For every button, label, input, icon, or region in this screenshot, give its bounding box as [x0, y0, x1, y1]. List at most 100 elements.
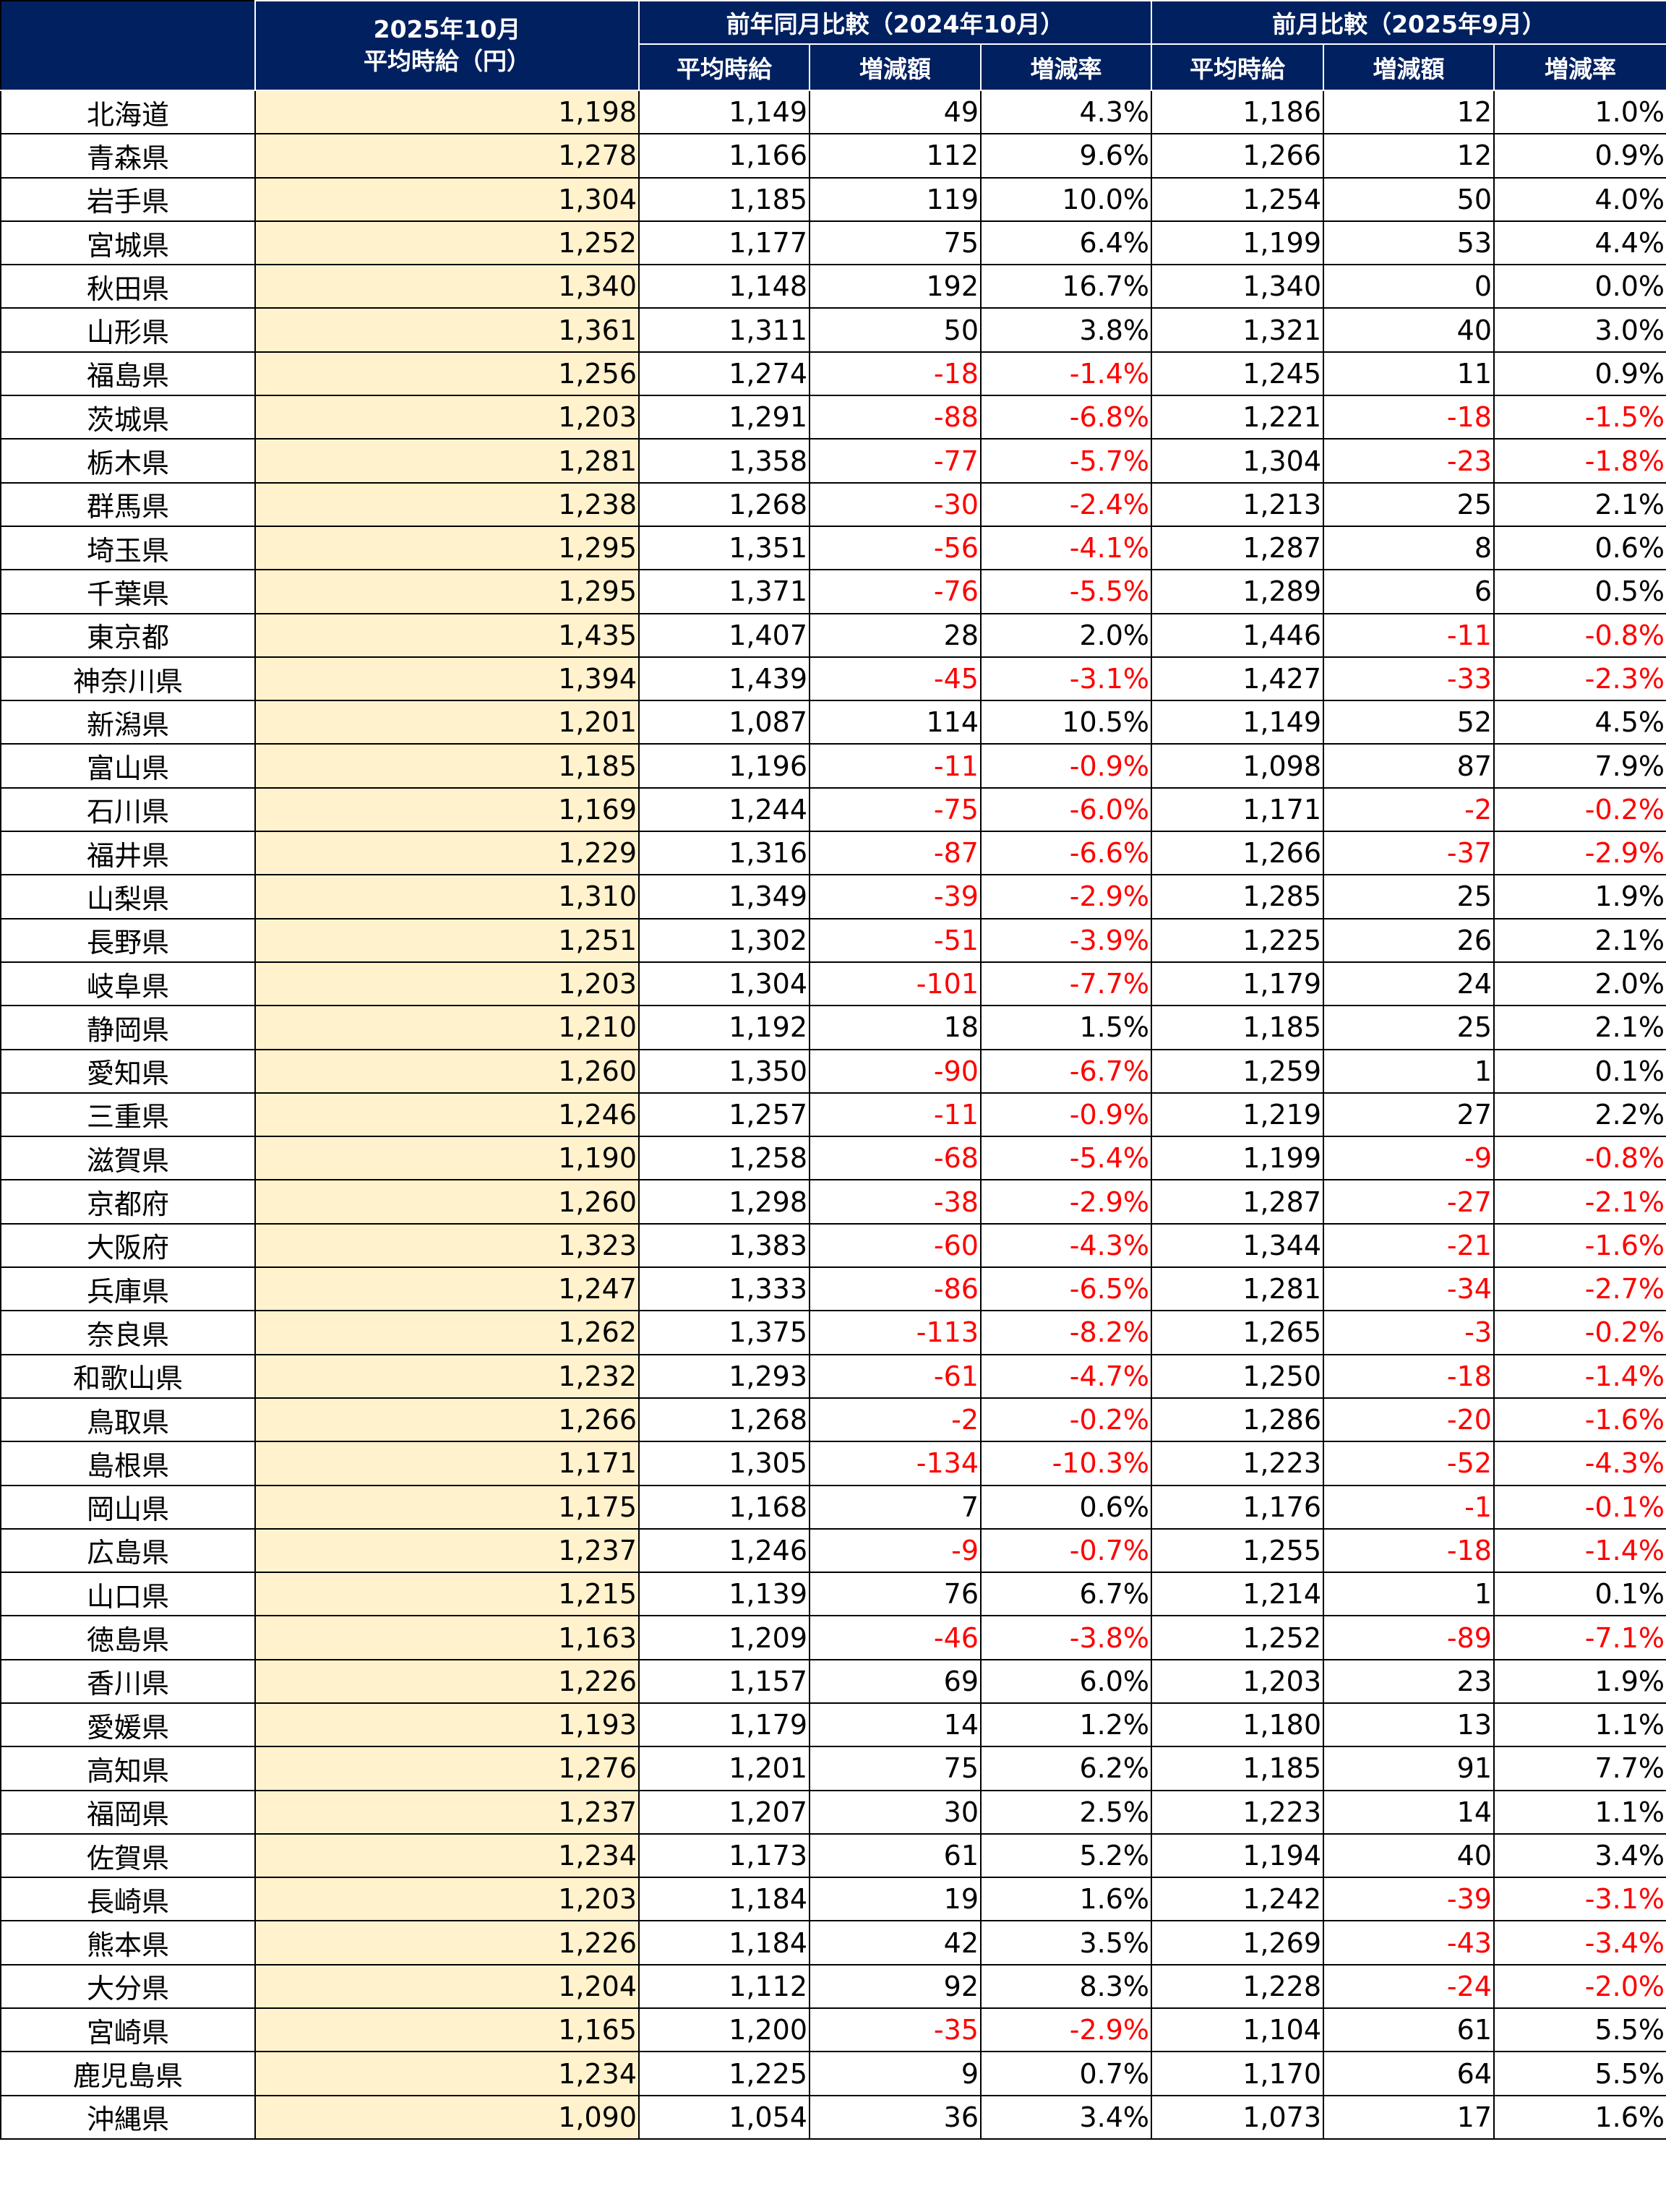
cell-yoy-rate: -6.7%	[980, 1048, 1152, 1094]
cell-mom-avg: 1,199	[1151, 1136, 1324, 1181]
cell-mom-avg: 1,266	[1151, 133, 1324, 179]
cell-yoy-diff: 50	[809, 307, 982, 353]
cell-mom-rate: 4.4%	[1493, 220, 1666, 266]
cell-mom-rate: -0.2%	[1493, 1310, 1666, 1355]
header-current-line1: 2025年10月	[373, 15, 521, 43]
cell-mom-rate: 1.6%	[1493, 2094, 1666, 2140]
cell-mom-avg: 1,180	[1151, 1702, 1324, 1748]
cell-yoy-diff: 112	[809, 133, 982, 179]
cell-current-wage: 1,361	[254, 307, 640, 353]
cell-prefecture: 滋賀県	[0, 1136, 256, 1181]
cell-current-wage: 1,340	[254, 264, 640, 309]
table-row: 三重県 1,246 1,257 -11 -0.9% 1,219 27 2.2%	[0, 1092, 1666, 1138]
cell-current-wage: 1,266	[254, 1397, 640, 1443]
cell-prefecture: 愛媛県	[0, 1702, 256, 1748]
cell-yoy-rate: 4.3%	[980, 89, 1152, 135]
cell-yoy-avg: 1,179	[638, 1702, 810, 1748]
cell-yoy-diff: 76	[809, 1572, 982, 1617]
cell-mom-avg: 1,228	[1151, 1963, 1324, 2010]
cell-yoy-avg: 1,383	[638, 1222, 810, 1269]
cell-current-wage: 1,310	[254, 874, 640, 919]
header-yoy-rate: 増減率	[980, 43, 1152, 91]
cell-yoy-rate: -4.1%	[980, 525, 1152, 571]
cell-yoy-diff: -45	[809, 656, 982, 702]
cell-current-wage: 1,260	[254, 1179, 640, 1225]
cell-mom-rate: -1.5%	[1493, 395, 1666, 440]
cell-yoy-diff: -60	[809, 1222, 982, 1269]
cell-yoy-diff: 7	[809, 1484, 982, 1530]
cell-mom-diff: 25	[1323, 1005, 1495, 1050]
cell-current-wage: 1,203	[254, 961, 640, 1007]
cell-yoy-rate: 3.5%	[980, 1920, 1152, 1965]
cell-mom-avg: 1,344	[1151, 1222, 1324, 1269]
cell-current-wage: 1,237	[254, 1527, 640, 1574]
cell-yoy-diff: 19	[809, 1877, 982, 1922]
cell-mom-avg: 1,213	[1151, 481, 1324, 527]
cell-yoy-diff: -35	[809, 2007, 982, 2053]
cell-mom-diff: -43	[1323, 1920, 1495, 1965]
cell-prefecture: 山口県	[0, 1572, 256, 1617]
cell-yoy-rate: -4.7%	[980, 1353, 1152, 1399]
cell-current-wage: 1,193	[254, 1702, 640, 1748]
cell-current-wage: 1,295	[254, 569, 640, 614]
cell-mom-rate: 0.1%	[1493, 1572, 1666, 1617]
table-row: 千葉県 1,295 1,371 -76 -5.5% 1,289 6 0.5%	[0, 569, 1666, 614]
cell-mom-diff: -23	[1323, 438, 1495, 484]
table-row: 滋賀県 1,190 1,258 -68 -5.4% 1,199 -9 -0.8%	[0, 1136, 1666, 1181]
cell-prefecture: 宮崎県	[0, 2007, 256, 2053]
cell-yoy-rate: -0.2%	[980, 1397, 1152, 1443]
cell-yoy-diff: -61	[809, 1353, 982, 1399]
cell-mom-avg: 1,259	[1151, 1048, 1324, 1094]
header-mom-rate: 増減率	[1493, 43, 1666, 91]
cell-mom-rate: 1.1%	[1493, 1789, 1666, 1835]
cell-mom-avg: 1,287	[1151, 525, 1324, 571]
header-yoy-diff: 増減額	[809, 43, 982, 91]
cell-mom-rate: -4.3%	[1493, 1441, 1666, 1486]
cell-mom-rate: 7.7%	[1493, 1746, 1666, 1791]
cell-mom-avg: 1,098	[1151, 743, 1324, 789]
cell-prefecture: 神奈川県	[0, 656, 256, 702]
cell-mom-avg: 1,245	[1151, 351, 1324, 397]
cell-mom-avg: 1,287	[1151, 1179, 1324, 1225]
cell-yoy-rate: 6.2%	[980, 1746, 1152, 1791]
cell-mom-diff: -37	[1323, 831, 1495, 876]
cell-mom-avg: 1,223	[1151, 1441, 1324, 1486]
cell-yoy-rate: -3.9%	[980, 917, 1152, 963]
cell-yoy-rate: 9.6%	[980, 133, 1152, 179]
cell-mom-rate: -0.2%	[1493, 786, 1666, 833]
cell-prefecture: 石川県	[0, 786, 256, 833]
cell-prefecture: 京都府	[0, 1179, 256, 1225]
cell-mom-avg: 1,219	[1151, 1092, 1324, 1138]
header-current-line2: 平均時給（円）	[364, 47, 531, 75]
cell-mom-avg: 1,171	[1151, 786, 1324, 833]
cell-current-wage: 1,226	[254, 1920, 640, 1965]
cell-prefecture: 沖縄県	[0, 2094, 256, 2140]
cell-mom-rate: 4.5%	[1493, 700, 1666, 745]
cell-yoy-rate: -2.9%	[980, 874, 1152, 919]
cell-mom-diff: 6	[1323, 569, 1495, 614]
cell-yoy-avg: 1,246	[638, 1527, 810, 1574]
cell-yoy-diff: 14	[809, 1702, 982, 1748]
table-row: 和歌山県 1,232 1,293 -61 -4.7% 1,250 -18 -1.4%	[0, 1353, 1666, 1399]
cell-mom-diff: 40	[1323, 307, 1495, 353]
cell-mom-diff: 26	[1323, 917, 1495, 963]
cell-mom-rate: 2.1%	[1493, 917, 1666, 963]
cell-mom-rate: 1.9%	[1493, 874, 1666, 919]
cell-yoy-avg: 1,112	[638, 1963, 810, 2010]
cell-prefecture: 岡山県	[0, 1484, 256, 1530]
table-row: 埼玉県 1,295 1,351 -56 -4.1% 1,287 8 0.6%	[0, 525, 1666, 571]
cell-current-wage: 1,262	[254, 1310, 640, 1355]
cell-yoy-rate: -2.9%	[980, 2007, 1152, 2053]
cell-mom-avg: 1,281	[1151, 1266, 1324, 1312]
table-row: 山梨県 1,310 1,349 -39 -2.9% 1,285 25 1.9%	[0, 874, 1666, 919]
cell-prefecture: 福井県	[0, 831, 256, 876]
cell-yoy-rate: -2.9%	[980, 1179, 1152, 1225]
cell-mom-avg: 1,266	[1151, 831, 1324, 876]
cell-yoy-avg: 1,257	[638, 1092, 810, 1138]
cell-yoy-avg: 1,168	[638, 1484, 810, 1530]
cell-mom-rate: 1.0%	[1493, 89, 1666, 135]
table-row: 福島県 1,256 1,274 -18 -1.4% 1,245 11 0.9%	[0, 351, 1666, 397]
cell-yoy-diff: 61	[809, 1832, 982, 1879]
cell-yoy-avg: 1,268	[638, 1397, 810, 1443]
cell-mom-avg: 1,170	[1151, 2051, 1324, 2096]
